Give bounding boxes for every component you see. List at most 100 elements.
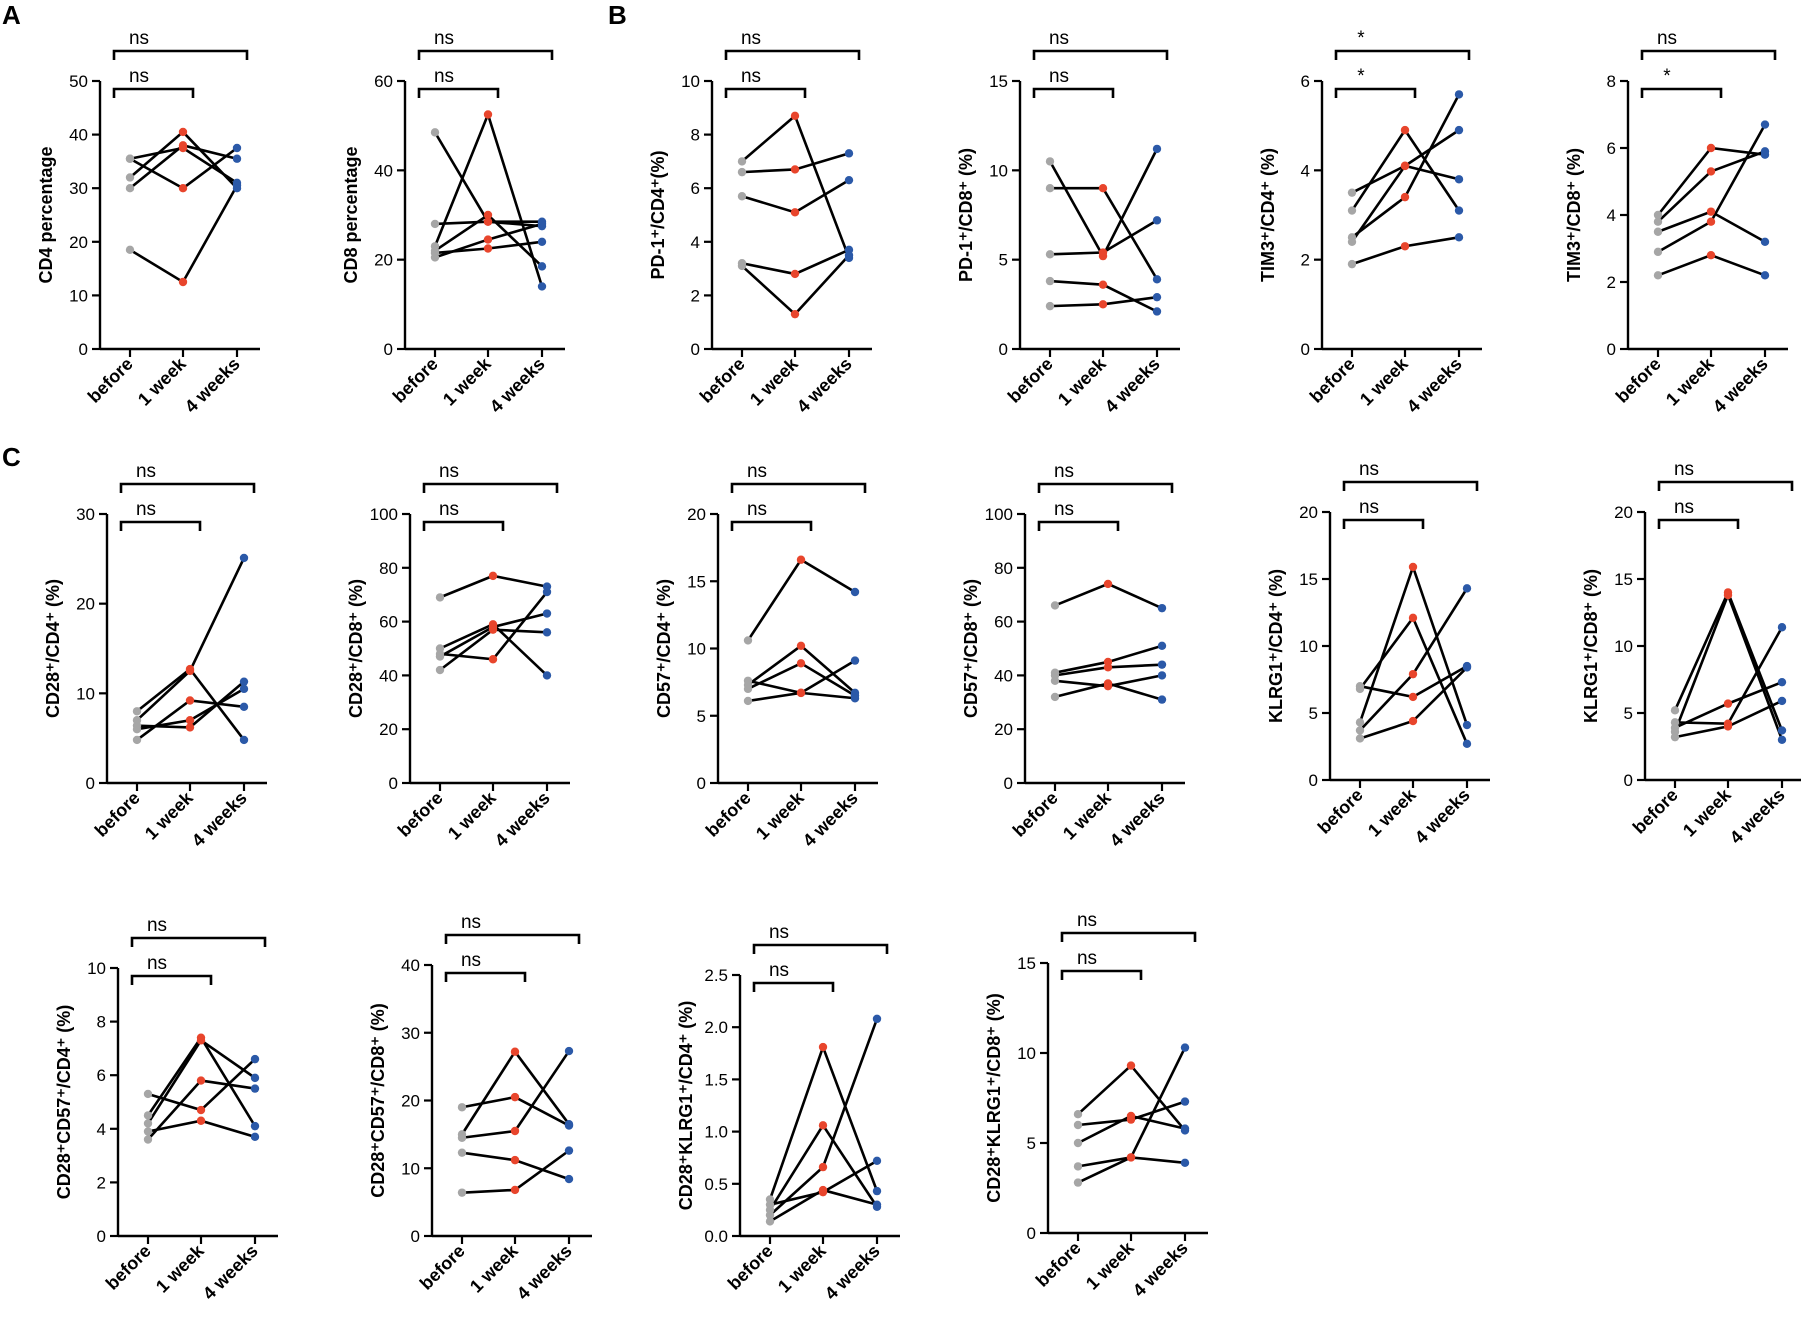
point-1-week — [818, 1121, 828, 1130]
point-1-week — [196, 1116, 206, 1125]
significance-bracket — [444, 971, 527, 982]
significance-bracket — [417, 49, 554, 60]
y-tick-label: 20 — [401, 1092, 420, 1111]
series-line — [1048, 148, 1159, 259]
significance-bracket — [1657, 518, 1740, 529]
y-axis-label: CD28⁺CD57⁺/CD4⁺ (%) — [54, 1005, 74, 1200]
y-tick-label: 5 — [1309, 704, 1318, 723]
significance-bracket — [422, 520, 505, 531]
y-tick-label: 5 — [697, 707, 706, 726]
point-4-weeks — [1180, 1158, 1190, 1168]
y-tick-label: 0.5 — [704, 1175, 728, 1194]
x-tick-label: 4 weeks — [188, 788, 251, 851]
x-tick-label: 4 weeks — [1411, 785, 1474, 848]
y-tick-label: 4 — [1607, 206, 1616, 225]
significance-bracket — [1657, 480, 1794, 491]
y-tick-label: 2.5 — [704, 966, 728, 985]
series-line — [741, 254, 850, 316]
significance-label: ns — [439, 461, 459, 482]
point-4-weeks — [844, 149, 854, 158]
point-4-weeks — [239, 735, 249, 745]
point-before — [125, 173, 135, 182]
point-4-weeks — [1157, 603, 1167, 613]
series-line — [1673, 591, 1784, 741]
y-tick-label: 20 — [1614, 503, 1633, 522]
point-before — [743, 636, 753, 645]
point-4-weeks — [250, 1121, 260, 1131]
point-1-week — [178, 141, 188, 150]
significance-bracket — [752, 981, 835, 992]
point-before — [1347, 259, 1357, 269]
point-4-weeks — [1454, 206, 1464, 215]
point-4-weeks — [1777, 696, 1787, 706]
point-1-week — [796, 659, 806, 668]
y-axis-label: TIM3⁺/CD4⁺ (%) — [1258, 148, 1278, 282]
point-1-week — [818, 1185, 828, 1195]
point-1-week — [185, 723, 195, 732]
point-before — [132, 735, 142, 745]
x-tick-label: before — [394, 788, 447, 841]
series-line — [129, 184, 239, 284]
point-before — [430, 219, 440, 229]
point-before — [1045, 276, 1055, 286]
point-1-week — [1408, 716, 1418, 726]
x-tick-label: before — [1004, 354, 1057, 407]
point-1-week — [483, 217, 493, 226]
point-4-weeks — [564, 1146, 574, 1155]
significance-bracket — [730, 520, 813, 531]
significance-bracket — [130, 974, 213, 985]
point-4-weeks — [232, 181, 242, 190]
y-tick-label: 10 — [401, 1159, 420, 1178]
y-tick-label: 10 — [687, 640, 706, 659]
y-tick-label: 4 — [691, 233, 700, 252]
point-1-week — [483, 244, 493, 253]
y-tick-label: 40 — [69, 126, 88, 145]
y-tick-label: 0 — [97, 1227, 106, 1246]
y-tick-label: 15 — [687, 572, 706, 591]
point-before — [125, 245, 135, 255]
point-before — [1355, 734, 1365, 743]
point-4-weeks — [1760, 271, 1770, 280]
point-1-week — [1103, 663, 1113, 672]
point-1-week — [1408, 562, 1418, 572]
significance-label: ns — [1077, 948, 1097, 969]
point-1-week — [488, 571, 498, 581]
significance-bracket — [1334, 87, 1417, 98]
point-before — [457, 1133, 467, 1142]
point-before — [143, 1089, 153, 1099]
y-tick-label: 4 — [97, 1120, 106, 1139]
y-tick-label: 2 — [1301, 251, 1310, 270]
point-4-weeks — [1152, 216, 1162, 225]
y-tick-label: 6 — [691, 179, 700, 198]
point-4-weeks — [542, 609, 552, 618]
point-4-weeks — [250, 1132, 260, 1142]
y-axis-label: TIM3⁺/CD8⁺ (%) — [1564, 148, 1584, 282]
point-4-weeks — [250, 1073, 260, 1083]
panel-letter-b: B — [608, 0, 627, 30]
point-1-week — [1103, 579, 1113, 589]
point-before — [435, 593, 445, 602]
point-4-weeks — [1152, 275, 1162, 284]
point-before — [430, 128, 440, 137]
point-1-week — [185, 716, 195, 725]
significance-label: ns — [461, 950, 481, 971]
significance-label: ns — [461, 912, 481, 933]
y-tick-label: 20 — [69, 233, 88, 252]
point-1-week — [1706, 251, 1716, 260]
significance-label: ns — [747, 461, 767, 482]
significance-label: ns — [769, 960, 789, 981]
point-1-week — [790, 269, 800, 279]
point-before — [1050, 676, 1060, 685]
point-4-weeks — [1157, 695, 1167, 704]
significance-label: ns — [1674, 459, 1694, 480]
point-before — [143, 1111, 153, 1120]
point-1-week — [196, 1105, 206, 1115]
point-4-weeks — [542, 671, 552, 680]
point-before — [125, 154, 135, 163]
x-tick-label: 4 weeks — [793, 354, 856, 417]
significance-label: ns — [136, 499, 156, 520]
point-4-weeks — [850, 656, 860, 665]
